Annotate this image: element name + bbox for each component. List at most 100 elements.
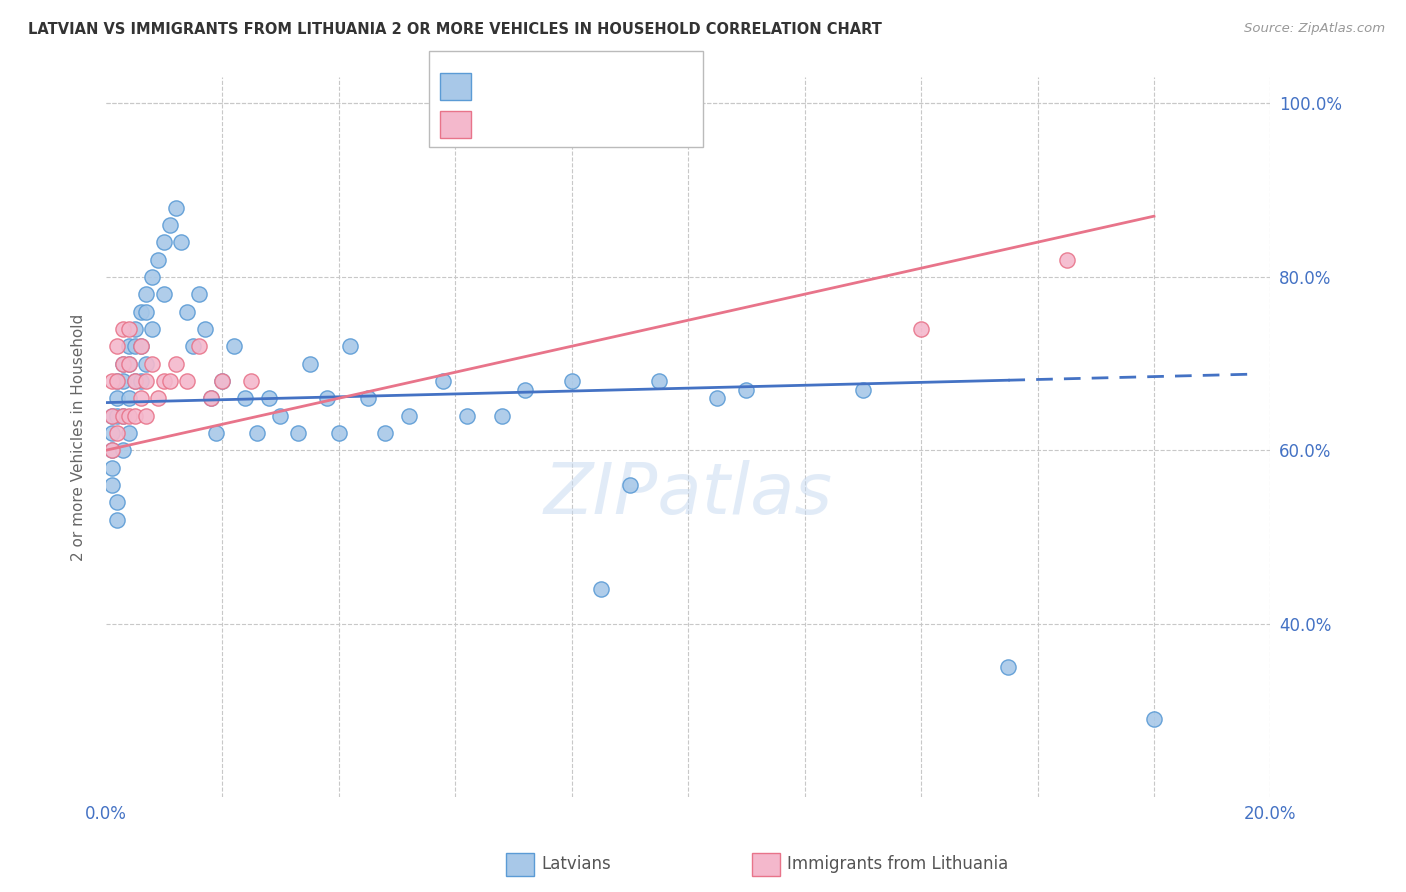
Point bbox=[910, 322, 932, 336]
Point bbox=[105, 339, 128, 353]
Point bbox=[118, 339, 141, 353]
Point bbox=[153, 374, 176, 388]
Point bbox=[118, 357, 141, 371]
Point bbox=[170, 235, 193, 250]
Point bbox=[118, 409, 141, 423]
Point bbox=[100, 443, 122, 458]
Point bbox=[100, 460, 122, 475]
Point bbox=[141, 269, 163, 284]
Point bbox=[852, 383, 875, 397]
Point bbox=[129, 304, 152, 318]
Point bbox=[222, 339, 245, 353]
Point bbox=[112, 409, 135, 423]
Point bbox=[129, 339, 152, 353]
Point bbox=[200, 391, 222, 405]
Point bbox=[235, 391, 257, 405]
Text: R =: R = bbox=[482, 78, 519, 95]
Point bbox=[205, 425, 228, 440]
Point bbox=[124, 339, 146, 353]
Point bbox=[246, 425, 269, 440]
Point bbox=[159, 218, 181, 232]
Point bbox=[648, 374, 671, 388]
Point bbox=[135, 374, 157, 388]
Point bbox=[100, 409, 122, 423]
Point bbox=[176, 304, 198, 318]
Point bbox=[100, 443, 122, 458]
Text: 30: 30 bbox=[605, 116, 627, 134]
Point bbox=[135, 409, 157, 423]
Point bbox=[619, 478, 641, 492]
Text: 68: 68 bbox=[605, 78, 627, 95]
Point bbox=[706, 391, 728, 405]
Point bbox=[100, 409, 122, 423]
Point bbox=[105, 513, 128, 527]
Point bbox=[112, 357, 135, 371]
Point bbox=[153, 287, 176, 301]
Point bbox=[105, 391, 128, 405]
Point bbox=[100, 478, 122, 492]
Point bbox=[159, 374, 181, 388]
Point bbox=[141, 357, 163, 371]
Text: 0.050: 0.050 bbox=[510, 78, 562, 95]
Point bbox=[287, 425, 309, 440]
Point bbox=[105, 425, 128, 440]
Point bbox=[105, 374, 128, 388]
Point bbox=[146, 391, 169, 405]
Point bbox=[129, 374, 152, 388]
Point bbox=[211, 374, 233, 388]
Point bbox=[129, 339, 152, 353]
Point bbox=[513, 383, 536, 397]
Point bbox=[240, 374, 263, 388]
Point bbox=[135, 287, 157, 301]
Point bbox=[187, 287, 209, 301]
Text: Latvians: Latvians bbox=[541, 855, 612, 873]
Point bbox=[1143, 712, 1166, 726]
Point bbox=[105, 409, 128, 423]
Text: Immigrants from Lithuania: Immigrants from Lithuania bbox=[787, 855, 1008, 873]
Point bbox=[589, 582, 612, 596]
Point bbox=[997, 660, 1019, 674]
Point bbox=[124, 374, 146, 388]
Point bbox=[118, 425, 141, 440]
Point bbox=[735, 383, 758, 397]
Text: N =: N = bbox=[576, 78, 613, 95]
Point bbox=[200, 391, 222, 405]
Point bbox=[561, 374, 583, 388]
Point bbox=[456, 409, 478, 423]
Point bbox=[124, 322, 146, 336]
Point bbox=[141, 322, 163, 336]
Point bbox=[100, 425, 122, 440]
Point bbox=[165, 201, 187, 215]
Text: R =: R = bbox=[482, 116, 519, 134]
Text: Source: ZipAtlas.com: Source: ZipAtlas.com bbox=[1244, 22, 1385, 36]
Point bbox=[112, 357, 135, 371]
Point bbox=[124, 409, 146, 423]
Point bbox=[181, 339, 204, 353]
Point bbox=[491, 409, 513, 423]
Point bbox=[153, 235, 176, 250]
Point bbox=[194, 322, 217, 336]
Point bbox=[211, 374, 233, 388]
Text: ZIPatlas: ZIPatlas bbox=[544, 460, 832, 529]
Point bbox=[257, 391, 280, 405]
Point bbox=[176, 374, 198, 388]
Point bbox=[100, 374, 122, 388]
Point bbox=[269, 409, 291, 423]
Y-axis label: 2 or more Vehicles in Household: 2 or more Vehicles in Household bbox=[72, 314, 86, 561]
Point bbox=[112, 374, 135, 388]
Text: N =: N = bbox=[576, 116, 613, 134]
Point bbox=[398, 409, 420, 423]
Point bbox=[118, 322, 141, 336]
Point bbox=[328, 425, 350, 440]
Point bbox=[316, 391, 339, 405]
Point bbox=[105, 495, 128, 509]
Point bbox=[432, 374, 454, 388]
Point bbox=[124, 374, 146, 388]
Point bbox=[118, 357, 141, 371]
Point bbox=[118, 391, 141, 405]
Point bbox=[135, 357, 157, 371]
Point bbox=[112, 322, 135, 336]
Point bbox=[357, 391, 380, 405]
Point bbox=[112, 443, 135, 458]
Point bbox=[129, 391, 152, 405]
